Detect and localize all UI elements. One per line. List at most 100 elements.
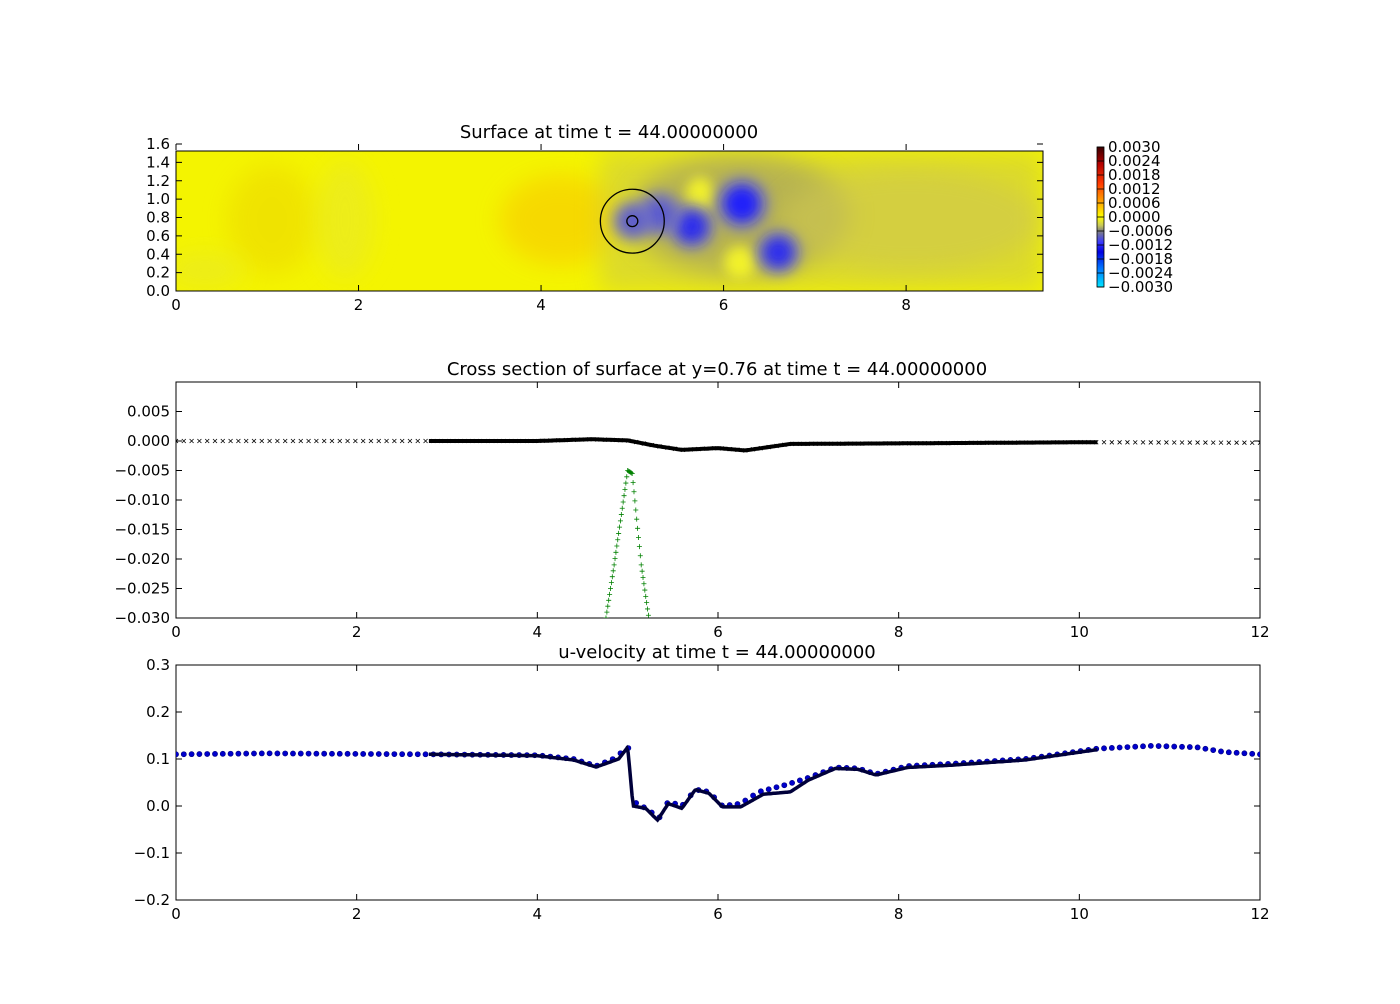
y-tick-label: −0.020 <box>114 550 170 568</box>
velocity-point <box>258 750 265 757</box>
bottom-point <box>610 568 616 574</box>
velocity-point <box>1186 744 1193 750</box>
colorbar-tick-label: 0.0024 <box>1108 152 1161 170</box>
bottom-point <box>623 480 629 486</box>
bottom-point <box>644 600 650 606</box>
surface-point <box>282 438 288 444</box>
u-velocity-axes: 0 2 4 6 8 10 12 −0.2 −0.1 0.0 0.1 0.2 0.3 <box>134 656 1270 923</box>
y-tick-label: 1.6 <box>146 135 170 153</box>
colorbar-tick-label: −0.0024 <box>1108 264 1173 282</box>
surface-point <box>399 438 405 444</box>
velocity-point <box>773 784 780 791</box>
y-tick-label: −0.005 <box>114 462 170 480</box>
velocity-point <box>1241 750 1248 757</box>
surface-point <box>267 438 272 444</box>
surface-point <box>1226 440 1232 445</box>
x-tick-label: 0 <box>171 623 181 641</box>
surface-point <box>337 438 343 444</box>
velocity-point <box>1140 743 1146 750</box>
bottom-point <box>608 580 614 586</box>
surface-point <box>1218 440 1224 445</box>
velocity-point <box>235 750 242 757</box>
bottom-point <box>645 612 651 618</box>
bottom-point <box>619 505 625 511</box>
velocity-point <box>243 750 250 757</box>
surface-point <box>176 438 179 444</box>
surface-point <box>236 438 241 444</box>
surface-point <box>251 438 257 444</box>
surface-point <box>197 438 202 444</box>
cylinder-outer-circle <box>599 188 665 254</box>
surface-point <box>345 438 350 444</box>
surface-point <box>423 438 428 444</box>
bottom-point <box>614 543 620 549</box>
x-tick-label: 12 <box>1250 905 1269 923</box>
y-tick-label: 0.3 <box>146 656 170 674</box>
bottom-point <box>647 619 652 624</box>
velocity-point <box>196 751 203 757</box>
bottom-point <box>637 553 643 559</box>
velocity-point <box>336 750 343 757</box>
velocity-point <box>796 777 803 784</box>
bottom-point <box>621 493 627 499</box>
cross-section-panel: Cross section of surface at y=0.76 at ti… <box>114 359 1269 641</box>
x-tick-label: 12 <box>1250 623 1269 641</box>
bottom-point <box>606 597 612 603</box>
bottom-point <box>618 512 624 518</box>
velocity-point <box>1147 742 1154 749</box>
velocity-point <box>282 750 289 757</box>
colorbar-tick-label: 0.0030 <box>1108 138 1161 156</box>
surface-point <box>368 438 374 444</box>
bottom-point <box>616 530 622 536</box>
bottom-point <box>631 489 637 495</box>
bottom-point <box>605 603 611 609</box>
colorbar-tick-label: 0.0006 <box>1108 194 1161 212</box>
surface-point <box>1171 440 1177 445</box>
y-tick-label: 0.000 <box>127 432 170 450</box>
x-tick-label: 4 <box>533 905 543 923</box>
velocity-point <box>765 786 772 793</box>
bottom-point <box>645 606 651 612</box>
y-tick-label: −0.1 <box>134 844 170 862</box>
surface-point <box>353 438 358 444</box>
surface-point <box>376 438 382 444</box>
velocity-point <box>180 751 187 758</box>
heatmap-frame <box>175 150 1044 292</box>
bottom-point <box>636 544 642 550</box>
surface-point <box>243 438 249 444</box>
surface-point <box>1210 440 1216 445</box>
x-tick-label: 4 <box>536 296 546 314</box>
velocity-point <box>188 751 195 758</box>
y-tick-label: −0.025 <box>114 580 170 598</box>
velocity-point <box>321 750 328 757</box>
bottom-point <box>617 524 623 530</box>
velocity-point <box>297 750 304 757</box>
bottom-point <box>611 562 617 568</box>
bottom-point <box>640 574 646 580</box>
velocity-point <box>305 750 312 757</box>
x-tick-label: 8 <box>894 623 904 641</box>
surface-point <box>1140 440 1146 445</box>
heatmap-trough <box>676 211 708 243</box>
velocity-point <box>1163 743 1170 750</box>
surface-point <box>407 438 413 444</box>
velocity-point <box>266 750 273 757</box>
colorbar-tick-label: −0.0012 <box>1108 236 1173 254</box>
velocity-point <box>1171 743 1178 750</box>
heatmap-band <box>227 165 317 275</box>
y-tick-label: 0.005 <box>127 403 170 421</box>
bottom-point <box>641 581 647 587</box>
velocity-point <box>383 751 390 757</box>
velocity-point <box>1210 747 1217 754</box>
surface-point <box>1242 440 1247 446</box>
surface-point <box>1179 440 1185 445</box>
surface-point <box>181 438 187 444</box>
bottom-point <box>649 632 654 637</box>
y-tick-label: 0.4 <box>146 245 170 263</box>
bottom-point <box>636 534 642 540</box>
surface-point <box>1187 440 1193 445</box>
u-velocity-title: u-velocity at time t = 44.00000000 <box>558 642 876 663</box>
velocity-point <box>414 751 421 758</box>
velocity-point <box>781 782 788 789</box>
